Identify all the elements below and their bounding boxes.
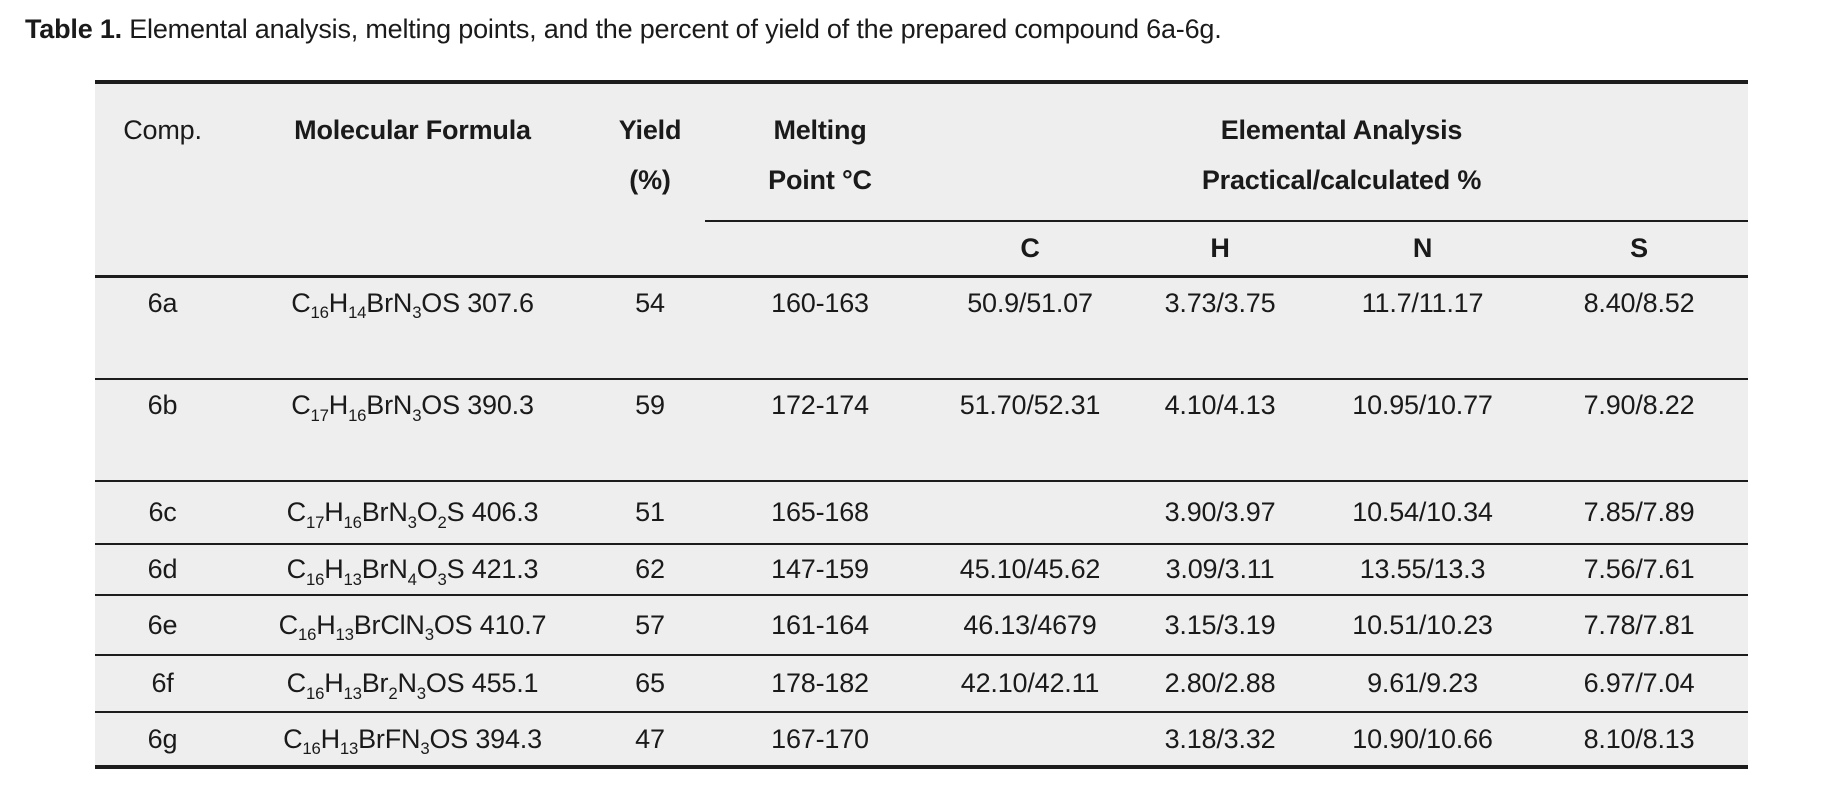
formula-cell: C16H14BrN3OS 307.6: [230, 276, 595, 380]
table-caption-text: Elemental analysis, melting points, and …: [121, 14, 1222, 44]
header-elemental-line1: Elemental Analysis: [1220, 115, 1463, 145]
header-melting-point: Melting Point °C: [705, 82, 935, 222]
header-comp: Comp.: [95, 82, 230, 278]
yield-cell: 51: [595, 481, 705, 545]
sulfur-cell: 7.56/7.61: [1530, 544, 1748, 596]
formula-cell: C16H13Br2N3OS 455.1: [230, 655, 595, 713]
yield-cell: 57: [595, 595, 705, 656]
header-hydrogen: H: [1125, 221, 1315, 278]
header-melting-line2: Point °C: [768, 164, 872, 195]
formula-cell: C16H13BrClN3OS 410.7: [230, 595, 595, 656]
table-row-6a: 6a C16H14BrN3OS 307.6 54 160-163 50.9/51…: [95, 276, 1748, 380]
table-row-6f: 6f C16H13Br2N3OS 455.1 65 178-182 42.10/…: [95, 655, 1748, 713]
carbon-cell: [935, 481, 1125, 545]
header-row-top: Comp. Molecular Formula Yield (%) Meltin…: [95, 82, 1748, 278]
comp-cell: 6b: [95, 379, 230, 482]
comp-cell: 6c: [95, 481, 230, 545]
header-molecular-formula: Molecular Formula: [230, 82, 595, 278]
header-sulfur: S: [1530, 221, 1748, 278]
table-caption: Table 1. Elemental analysis, melting poi…: [25, 14, 1222, 45]
yield-cell: 62: [595, 544, 705, 596]
sulfur-cell: 8.10/8.13: [1530, 712, 1748, 768]
table-row-6e: 6e C16H13BrClN3OS 410.7 57 161-164 46.13…: [95, 595, 1748, 656]
comp-cell: 6e: [95, 595, 230, 656]
sulfur-cell: 6.97/7.04: [1530, 655, 1748, 713]
yield-cell: 54: [595, 276, 705, 380]
comp-cell: 6g: [95, 712, 230, 768]
formula-cell: C16H13BrN4O3S 421.3: [230, 544, 595, 596]
formula-cell: C17H16BrN3O2S 406.3: [230, 481, 595, 545]
nitrogen-cell: 10.90/10.66: [1315, 712, 1530, 768]
yield-cell: 59: [595, 379, 705, 482]
hydrogen-cell: 2.80/2.88: [1125, 655, 1315, 713]
comp-cell: 6d: [95, 544, 230, 596]
sulfur-cell: 7.85/7.89: [1530, 481, 1748, 545]
header-elemental-line2: Practical/calculated %: [1201, 164, 1482, 195]
carbon-cell: 45.10/45.62: [935, 544, 1125, 596]
header-nitrogen: N: [1315, 221, 1530, 278]
table-row-6g: 6g C16H13BrFN3OS 394.3 47 167-170 3.18/3…: [95, 712, 1748, 768]
header-yield-line2: (%): [629, 164, 671, 195]
header-elemental-analysis: Elemental Analysis Practical/calculated …: [935, 82, 1748, 222]
nitrogen-cell: 10.95/10.77: [1315, 379, 1530, 482]
header-carbon: C: [935, 221, 1125, 278]
header-row-elements: C H N S: [95, 221, 1748, 278]
melting-cell: 160-163: [705, 276, 935, 380]
header-spacer: [705, 221, 935, 278]
comp-cell: 6a: [95, 276, 230, 380]
melting-cell: 165-168: [705, 481, 935, 545]
hydrogen-cell: 4.10/4.13: [1125, 379, 1315, 482]
hydrogen-cell: 3.73/3.75: [1125, 276, 1315, 380]
elemental-analysis-table: Comp. Molecular Formula Yield (%) Meltin…: [95, 80, 1748, 769]
table-caption-label: Table 1.: [25, 14, 122, 44]
nitrogen-cell: 9.61/9.23: [1315, 655, 1530, 713]
carbon-cell: 51.70/52.31: [935, 379, 1125, 482]
carbon-cell: 50.9/51.07: [935, 276, 1125, 380]
comp-cell: 6f: [95, 655, 230, 713]
nitrogen-cell: 13.55/13.3: [1315, 544, 1530, 596]
carbon-cell: 46.13/4679: [935, 595, 1125, 656]
melting-cell: 167-170: [705, 712, 935, 768]
nitrogen-cell: 11.7/11.17: [1315, 276, 1530, 380]
yield-cell: 65: [595, 655, 705, 713]
melting-cell: 161-164: [705, 595, 935, 656]
header-yield: Yield (%): [595, 82, 705, 278]
melting-cell: 178-182: [705, 655, 935, 713]
header-melting-line1: Melting: [773, 115, 867, 145]
sulfur-cell: 7.78/7.81: [1530, 595, 1748, 656]
formula-cell: C16H13BrFN3OS 394.3: [230, 712, 595, 768]
hydrogen-cell: 3.15/3.19: [1125, 595, 1315, 656]
table-row-6c: 6c C17H16BrN3O2S 406.3 51 165-168 3.90/3…: [95, 481, 1748, 545]
sulfur-cell: 8.40/8.52: [1530, 276, 1748, 380]
sulfur-cell: 7.90/8.22: [1530, 379, 1748, 482]
carbon-cell: 42.10/42.11: [935, 655, 1125, 713]
header-yield-line1: Yield: [618, 115, 682, 145]
table-row-6b: 6b C17H16BrN3OS 390.3 59 172-174 51.70/5…: [95, 379, 1748, 482]
melting-cell: 147-159: [705, 544, 935, 596]
carbon-cell: [935, 712, 1125, 768]
nitrogen-cell: 10.54/10.34: [1315, 481, 1530, 545]
hydrogen-cell: 3.90/3.97: [1125, 481, 1315, 545]
table-row-6d: 6d C16H13BrN4O3S 421.3 62 147-159 45.10/…: [95, 544, 1748, 596]
melting-cell: 172-174: [705, 379, 935, 482]
hydrogen-cell: 3.09/3.11: [1125, 544, 1315, 596]
nitrogen-cell: 10.51/10.23: [1315, 595, 1530, 656]
hydrogen-cell: 3.18/3.32: [1125, 712, 1315, 768]
formula-cell: C17H16BrN3OS 390.3: [230, 379, 595, 482]
yield-cell: 47: [595, 712, 705, 768]
